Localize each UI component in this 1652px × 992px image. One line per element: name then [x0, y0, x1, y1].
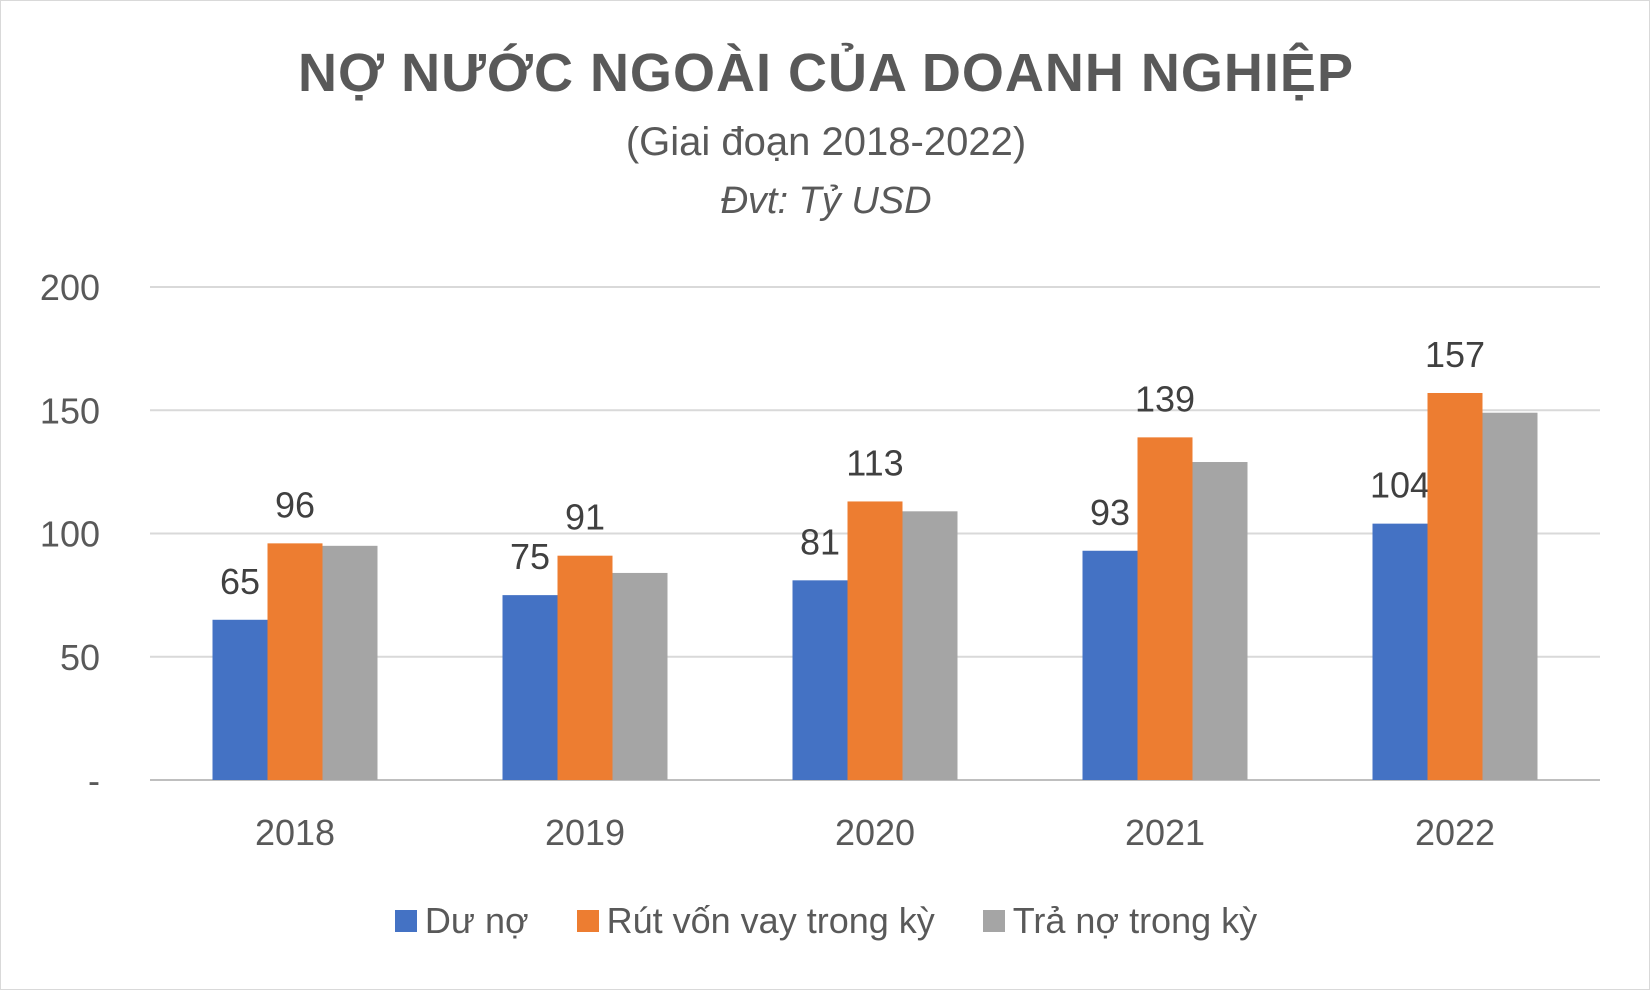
- legend-item-du-no: Dư nợ: [394, 900, 529, 942]
- chart-title: NỢ NƯỚC NGOÀI CỦA DOANH NGHIỆP: [298, 43, 1354, 103]
- legend-label-rut-von: Rút vốn vay trong kỳ: [606, 900, 935, 941]
- data-label: 157: [1425, 334, 1485, 375]
- y-tick-label: -: [88, 760, 100, 801]
- y-tick-label: 100: [40, 514, 100, 555]
- chart-legend: Dư nợ Rút vốn vay trong kỳ Trả nợ trong …: [0, 900, 1652, 942]
- legend-swatch-du-no: [394, 910, 417, 932]
- legend-swatch-tra-no: [982, 910, 1005, 932]
- data-label: 75: [510, 536, 550, 577]
- bar: [557, 555, 613, 780]
- x-tick-label: 2019: [545, 812, 625, 853]
- bar: [1192, 462, 1248, 780]
- data-label: 104: [1370, 465, 1430, 506]
- y-tick-label: 200: [40, 267, 100, 308]
- data-label: 113: [846, 442, 903, 483]
- bar: [1482, 412, 1538, 780]
- y-tick-label: 150: [40, 390, 100, 431]
- bar: [267, 543, 323, 780]
- legend-item-tra-no: Trả nợ trong kỳ: [982, 900, 1258, 942]
- bar: [1372, 523, 1428, 780]
- legend-label-tra-no: Trả nợ trong kỳ: [1012, 900, 1258, 941]
- legend-item-rut-von: Rút vốn vay trong kỳ: [576, 900, 935, 942]
- bar: [502, 595, 558, 780]
- bar: [902, 511, 958, 780]
- bar: [612, 572, 668, 780]
- bar: [212, 619, 268, 780]
- bar: [322, 545, 378, 780]
- y-tick-label: 50: [60, 637, 100, 678]
- bar: [1427, 392, 1483, 780]
- bar: [1082, 550, 1138, 780]
- data-label: 139: [1135, 378, 1195, 419]
- chart-subtitle: (Giai đoạn 2018-2022): [625, 120, 1027, 164]
- x-tick-label: 2020: [835, 812, 915, 853]
- bar: [792, 580, 848, 780]
- data-label: 91: [565, 497, 605, 538]
- legend-swatch-rut-von: [576, 910, 599, 932]
- chart-unit-note: Đvt: Tỷ USD: [720, 180, 932, 222]
- data-label: 65: [220, 561, 260, 602]
- x-tick-label: 2022: [1415, 812, 1495, 853]
- data-label: 81: [800, 521, 840, 562]
- data-label: 96: [275, 484, 315, 525]
- x-tick-label: 2018: [255, 812, 335, 853]
- legend-label-du-no: Dư nợ: [424, 900, 529, 941]
- data-label: 93: [1090, 492, 1130, 533]
- bar: [847, 501, 903, 780]
- bar: [1137, 437, 1193, 780]
- x-tick-label: 2021: [1125, 812, 1205, 853]
